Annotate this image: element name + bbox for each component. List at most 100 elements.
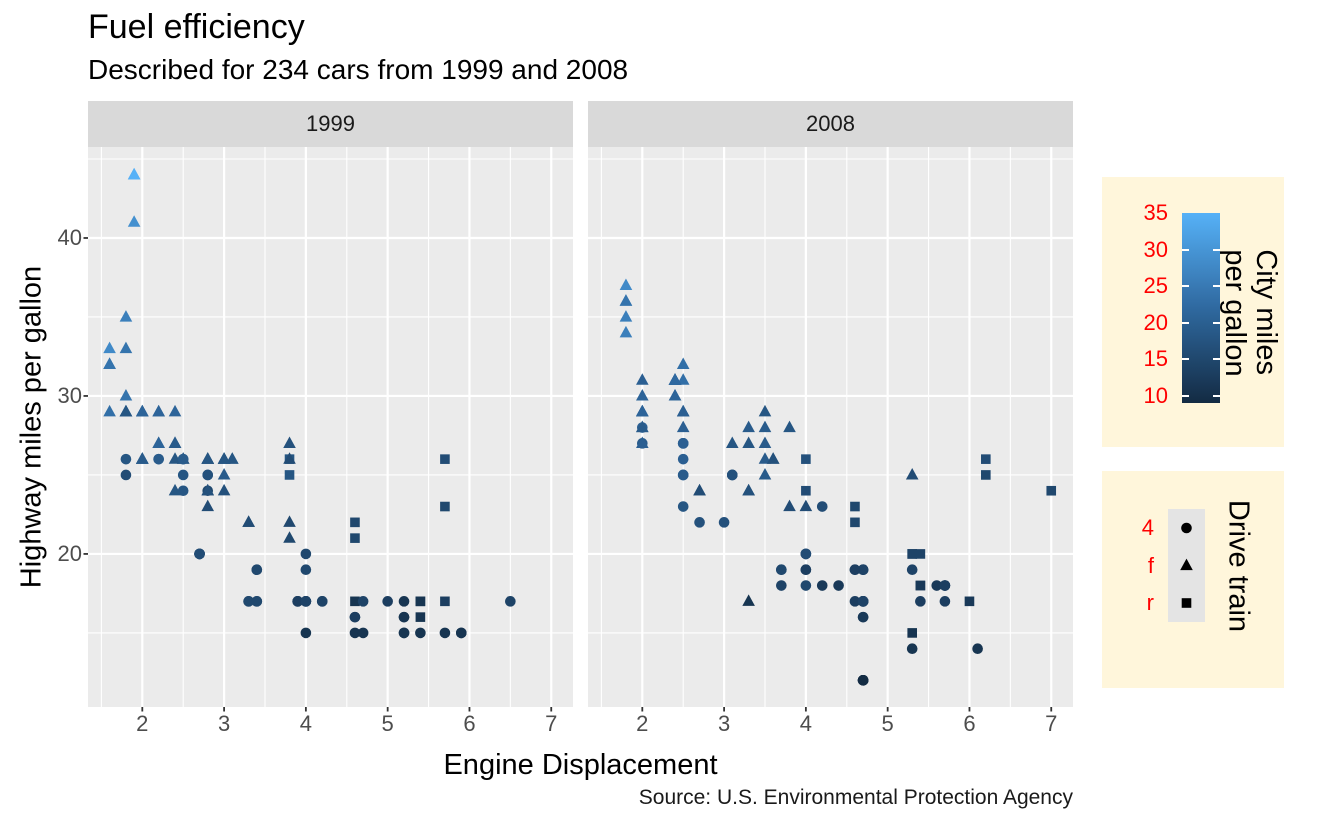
x-axis-title: Engine Displacement: [443, 749, 718, 781]
data-point: [217, 452, 231, 464]
facet-strip-2008: 2008: [588, 101, 1073, 147]
data-point: [103, 357, 116, 369]
data-point: [177, 485, 189, 497]
data-point: [300, 627, 312, 639]
x-tick-label: 3: [217, 711, 231, 736]
data-point: [915, 596, 926, 607]
legend-city-title-line1: City miles: [1250, 249, 1282, 375]
data-point: [300, 596, 312, 607]
data-point: [202, 485, 214, 497]
data-point: [177, 469, 189, 481]
panel-background: [588, 147, 1073, 707]
data-point: [981, 454, 991, 464]
data-point: [194, 548, 205, 560]
data-point: [693, 483, 706, 496]
data-point: [677, 469, 689, 481]
data-point: [857, 564, 869, 576]
y-tick-label: 40: [57, 224, 82, 250]
data-point: [800, 564, 812, 576]
data-point: [636, 373, 649, 385]
data-point: [783, 420, 796, 433]
data-point: [292, 596, 304, 607]
data-point: [398, 627, 410, 639]
data-point: [636, 436, 649, 448]
data-point: [676, 420, 690, 433]
data-point: [440, 501, 450, 512]
data-point: [194, 548, 205, 560]
data-point: [676, 404, 690, 417]
data-point: [201, 452, 215, 464]
data-point: [415, 627, 426, 639]
data-point: [619, 294, 633, 306]
y-axis-title: Highway miles per gallon: [15, 265, 48, 589]
colorbar-tick: [1182, 358, 1189, 361]
legend-key-symbol-triangle: [1180, 558, 1193, 571]
data-point: [168, 452, 182, 464]
data-point: [693, 483, 706, 496]
data-point: [800, 548, 812, 560]
data-point: [636, 404, 649, 417]
data-point: [857, 564, 869, 576]
data-point: [103, 404, 116, 417]
data-point: [857, 596, 869, 607]
data-point: [292, 596, 304, 607]
legend-key-symbol-circle: [1181, 522, 1192, 534]
data-point: [668, 373, 682, 385]
x-tick-label: 2: [636, 711, 649, 736]
data-point: [168, 404, 182, 417]
data-point: [176, 452, 190, 464]
x-tick-label: 5: [381, 711, 394, 736]
data-point: [939, 580, 951, 591]
data-point: [177, 453, 189, 465]
data-point: [202, 469, 214, 481]
facet-strip-1999: 1999: [88, 101, 573, 147]
data-point: [283, 452, 296, 464]
data-point: [726, 469, 738, 481]
data-point: [201, 483, 215, 496]
data-point: [939, 580, 951, 591]
data-point: [677, 453, 689, 465]
data-point: [964, 596, 975, 607]
data-point: [217, 452, 231, 464]
data-point: [243, 596, 254, 607]
data-point: [350, 596, 360, 607]
data-point: [103, 357, 116, 369]
data-point: [726, 469, 738, 481]
data-point: [636, 404, 649, 417]
data-point: [415, 596, 426, 607]
data-point: [176, 452, 190, 464]
data-point: [225, 452, 239, 464]
data-point: [676, 404, 690, 417]
data-point: [119, 404, 133, 417]
data-point: [783, 499, 796, 512]
data-point: [742, 483, 755, 496]
data-point: [251, 564, 263, 576]
data-point: [636, 389, 649, 401]
data-point: [316, 596, 328, 607]
data-point: [637, 438, 648, 449]
x-tick-label: 2: [136, 711, 149, 736]
x-tick-label: 4: [799, 711, 812, 736]
data-point: [906, 643, 918, 655]
data-point: [857, 596, 869, 607]
data-point: [201, 483, 215, 496]
data-point: [119, 404, 133, 417]
data-point: [981, 470, 991, 480]
data-point: [103, 357, 116, 369]
data-point: [636, 404, 649, 417]
data-point: [766, 452, 780, 464]
data-point: [939, 596, 951, 607]
data-point: [153, 453, 164, 465]
data-point: [857, 564, 869, 576]
data-point: [636, 404, 649, 417]
data-point: [758, 404, 772, 417]
data-point: [398, 611, 410, 623]
data-point: [284, 454, 295, 464]
data-point: [136, 404, 149, 417]
data-point: [350, 517, 360, 528]
colorbar-tick: [1213, 394, 1220, 397]
data-point: [668, 389, 682, 401]
plot-title: Fuel efficiency: [88, 8, 305, 46]
data-point: [776, 564, 787, 576]
data-point: [677, 438, 689, 449]
